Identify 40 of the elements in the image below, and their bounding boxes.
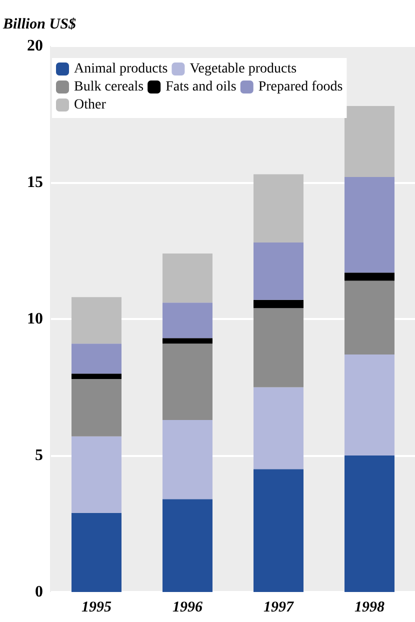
- bar: [72, 436, 122, 513]
- bar: [162, 338, 212, 344]
- bar: [162, 499, 212, 592]
- bar: [254, 308, 304, 388]
- bar: [162, 344, 212, 420]
- y-tick-label: 5: [35, 447, 43, 464]
- legend-label: Animal products: [74, 62, 168, 76]
- bar: [344, 106, 394, 178]
- legend-label: Fats and oils: [166, 80, 236, 94]
- bar: [162, 420, 212, 500]
- bar: [162, 302, 212, 338]
- bar: [254, 300, 304, 308]
- bar: [344, 177, 394, 273]
- bar: [72, 374, 122, 380]
- bar: [344, 280, 394, 354]
- bar: [254, 174, 304, 243]
- legend-label: Other: [74, 98, 106, 112]
- bar: [254, 469, 304, 592]
- y-tick-label: 0: [35, 584, 43, 600]
- x-tick-label: 1997: [264, 600, 294, 616]
- bar: [162, 253, 212, 303]
- bar: [254, 387, 304, 470]
- y-tick-label: 10: [27, 310, 43, 328]
- bar: [254, 242, 304, 300]
- y-tick-label: 15: [27, 174, 43, 191]
- legend-label: Bulk cereals: [74, 80, 144, 94]
- legend-label: Vegetable products: [190, 62, 297, 76]
- bar: [72, 344, 122, 374]
- bar: [344, 354, 394, 456]
- legend-label: Prepared foods: [258, 80, 343, 94]
- y-axis-title: Billion US$: [2, 16, 76, 32]
- x-tick-label: 1996: [172, 600, 203, 616]
- bar: [344, 456, 394, 592]
- x-tick-label: 1998: [354, 600, 385, 616]
- bar: [72, 297, 122, 344]
- bar: [344, 272, 394, 281]
- bar: [72, 512, 122, 592]
- y-tick-label: 20: [27, 38, 43, 54]
- bar: [72, 379, 122, 436]
- x-tick-label: 1995: [82, 600, 112, 616]
